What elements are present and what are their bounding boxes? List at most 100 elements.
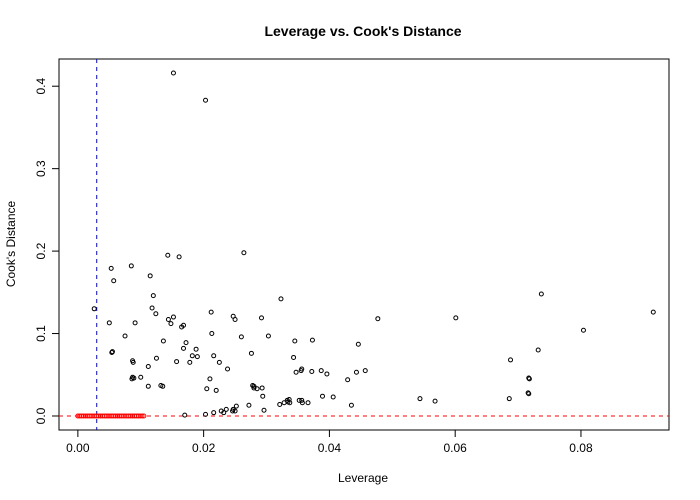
chart-title: Leverage vs. Cook's Distance	[264, 23, 461, 39]
data-point	[324, 371, 330, 377]
x-tick-label: 0.02	[192, 441, 216, 455]
y-tick-label: 0.0	[34, 407, 48, 424]
y-tick-label: 0.2	[34, 242, 48, 259]
data-point	[128, 263, 134, 269]
data-point	[526, 376, 532, 382]
data-point	[208, 309, 214, 315]
data-point	[292, 338, 298, 344]
x-tick-label: 0.04	[318, 441, 342, 455]
data-point	[233, 403, 239, 409]
data-point	[147, 273, 153, 279]
data-point	[296, 397, 302, 403]
x-tick-label: 0.06	[444, 441, 468, 455]
y-tick-label: 0.1	[34, 325, 48, 342]
data-point	[259, 385, 265, 391]
data-point	[216, 359, 222, 365]
data-point	[453, 315, 459, 321]
x-axis-label: Leverage	[338, 471, 388, 485]
data-point	[109, 349, 115, 355]
data-point	[319, 393, 325, 399]
data-points	[75, 70, 656, 419]
data-point	[209, 331, 215, 337]
data-point	[130, 374, 136, 380]
data-point	[538, 291, 544, 297]
data-point	[417, 396, 423, 402]
data-point	[285, 399, 291, 405]
data-point	[122, 333, 128, 339]
data-point	[241, 250, 247, 256]
data-point	[261, 407, 267, 413]
data-point	[165, 317, 171, 323]
data-point	[291, 354, 297, 360]
data-point	[165, 252, 171, 258]
data-point	[299, 397, 305, 403]
data-point	[204, 386, 210, 392]
data-point	[160, 383, 166, 389]
data-point	[153, 355, 159, 361]
data-point	[375, 316, 381, 322]
data-point	[508, 357, 514, 363]
data-point	[108, 265, 114, 271]
data-point	[348, 402, 354, 408]
data-point	[106, 320, 112, 326]
data-point	[309, 368, 315, 374]
data-point	[211, 410, 217, 416]
data-point	[277, 401, 283, 407]
data-point	[170, 70, 176, 76]
data-point	[355, 341, 361, 347]
data-point	[286, 396, 292, 402]
data-point	[213, 387, 219, 393]
data-point	[111, 278, 117, 284]
data-point	[251, 385, 257, 391]
data-point	[182, 412, 188, 418]
data-point	[260, 393, 266, 399]
data-point	[174, 359, 180, 365]
data-point	[145, 364, 151, 370]
data-point	[176, 254, 182, 260]
data-point	[299, 400, 305, 406]
y-tick-label: 0.4	[34, 78, 48, 95]
data-point	[138, 374, 144, 380]
low-influence-point	[141, 413, 147, 419]
data-point	[223, 406, 229, 412]
data-point	[650, 309, 656, 315]
x-tick-label: 0.00	[66, 441, 90, 455]
data-point	[246, 402, 252, 408]
data-point	[181, 345, 187, 351]
x-tick-label: 0.08	[569, 441, 593, 455]
data-point	[580, 327, 586, 333]
data-point	[353, 369, 359, 375]
data-point	[318, 368, 324, 374]
data-point	[345, 377, 351, 383]
data-point	[526, 391, 532, 397]
data-point	[232, 408, 238, 414]
data-point	[293, 369, 299, 375]
data-point	[248, 350, 254, 356]
data-point	[153, 311, 159, 317]
data-point	[203, 97, 209, 103]
x-axis: 0.00 0.02 0.04 0.06 0.08	[66, 429, 593, 455]
data-point	[299, 366, 305, 372]
data-point	[278, 296, 284, 302]
data-point	[265, 333, 271, 339]
data-point	[225, 366, 231, 372]
data-point	[230, 313, 236, 319]
data-point	[238, 334, 244, 340]
y-axis-label: Cook's Distance	[4, 201, 18, 288]
data-point	[149, 305, 155, 311]
data-point	[183, 340, 189, 346]
data-point	[194, 354, 200, 360]
low-influence-point	[139, 413, 145, 419]
data-point	[130, 359, 136, 365]
data-point	[305, 400, 311, 406]
y-axis: 0.0 0.1 0.2 0.3 0.4	[34, 78, 60, 424]
data-point	[207, 376, 213, 382]
data-point	[211, 353, 217, 359]
data-point	[179, 324, 185, 330]
plot-frame	[58, 58, 670, 431]
data-point	[132, 320, 138, 326]
data-point	[362, 368, 368, 374]
data-point	[203, 411, 209, 417]
data-point	[145, 383, 151, 389]
